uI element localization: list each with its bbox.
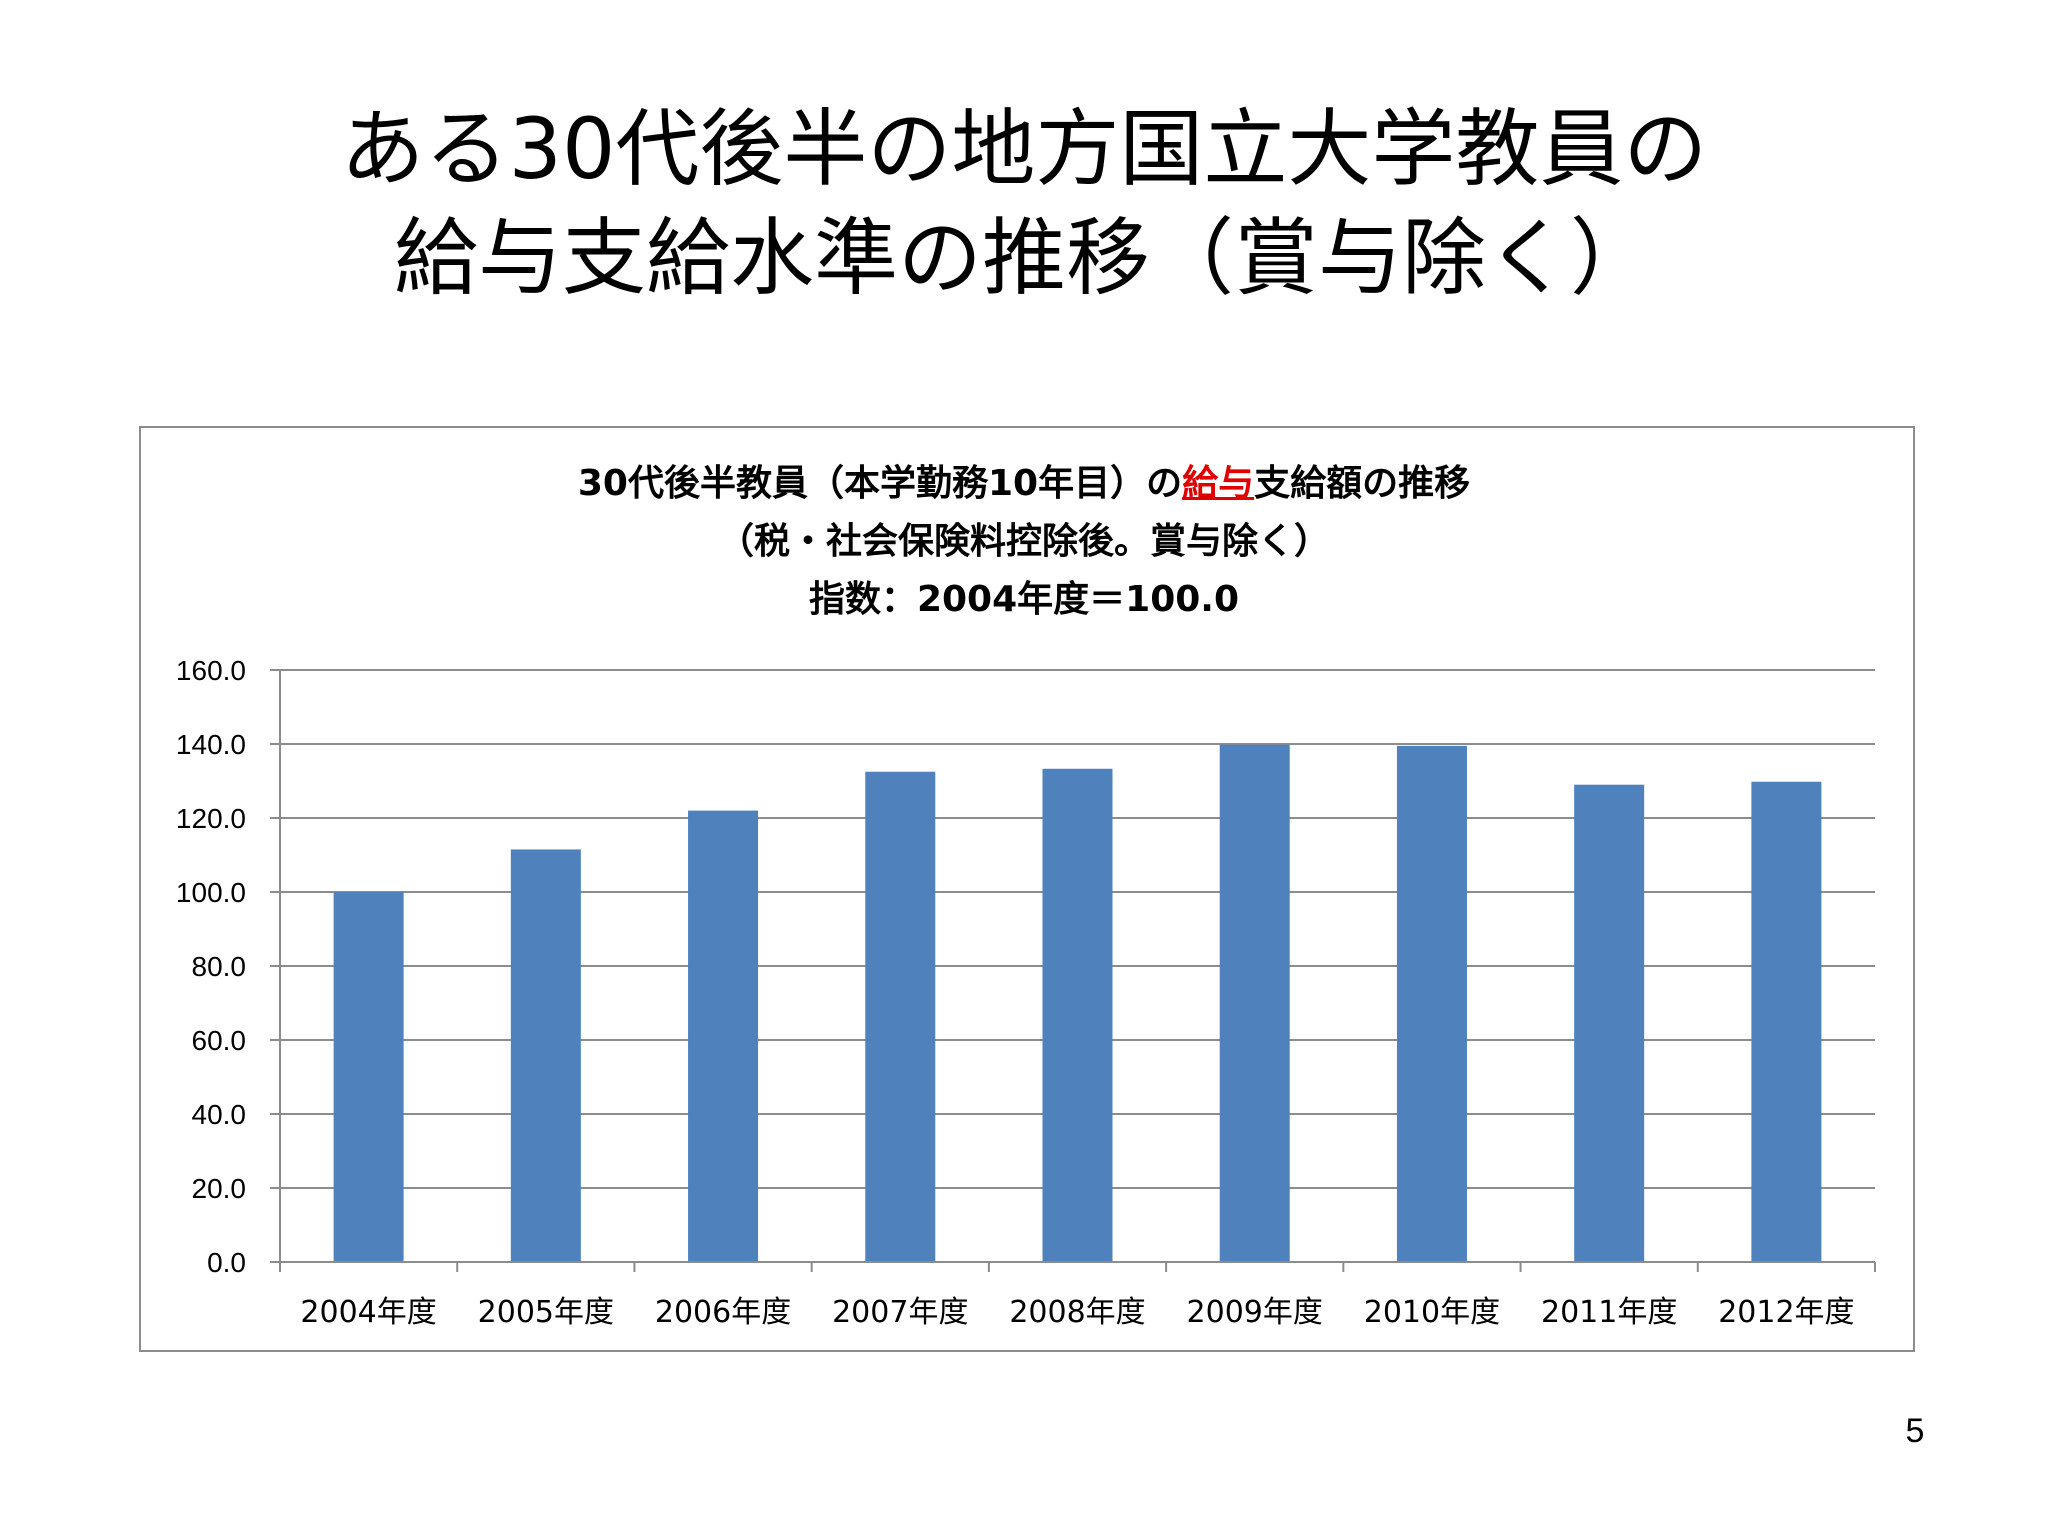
x-tick-label: 2004年度 (300, 1295, 436, 1330)
bar (510, 849, 581, 1262)
bar (1574, 784, 1645, 1262)
chart-title-line-1: 30代後半教員（本学勤務10年目）の給与支給額の推移 (0, 455, 2048, 513)
slide-title-line-1: ある30代後半の地方国立大学教員の (340, 100, 1708, 198)
axes (270, 669, 1876, 1272)
chart-title-line-3: 指数：2004年度＝100.0 (808, 579, 1240, 620)
x-tick-label: 2010年度 (1364, 1295, 1500, 1330)
chart-title-line-1-start: 30代後半教員（本学勤務10年目）の (577, 463, 1183, 504)
bar (688, 810, 759, 1262)
y-tick-label: 40.0 (192, 1099, 247, 1130)
bar (1751, 781, 1822, 1262)
tick-labels: 0.0 20.0 40.0 60.0 80.0 100.0 120.0 140.0 160.0 2… (176, 655, 1855, 1330)
y-tick-label: 0.0 (207, 1247, 246, 1278)
slide-title-line-2: 給与支給水準の推移（賞与除く） (393, 209, 1654, 308)
slide-title: ある30代後半の地方国立大学教員の 給与支給水準の推移（賞与除く） (0, 95, 2048, 313)
x-tick-label: 2007年度 (832, 1295, 968, 1330)
x-tick-label: 2009年度 (1187, 1295, 1323, 1330)
y-tick-label: 80.0 (192, 951, 247, 982)
y-tick-label: 160.0 (176, 655, 246, 686)
y-tick-label: 100.0 (176, 877, 246, 908)
bar (1396, 745, 1467, 1262)
chart-title: 30代後半教員（本学勤務10年目）の給与支給額の推移 （税・社会保険料控除後。賞… (0, 455, 2048, 629)
x-tick-label: 2005年度 (478, 1295, 614, 1330)
bar (865, 771, 936, 1262)
y-tick-label: 140.0 (176, 729, 246, 760)
chart-title-line-1-end: 支給額の推移 (1254, 463, 1471, 504)
page-number: 5 (1905, 1412, 1925, 1450)
chart-title-line-2: （税・社会保険料控除後。賞与除く） (717, 521, 1330, 562)
x-tick-label: 2011年度 (1541, 1295, 1677, 1330)
x-tick-label: 2006年度 (655, 1295, 791, 1330)
x-tick-label: 2012年度 (1718, 1295, 1854, 1330)
y-tick-label: 20.0 (192, 1173, 247, 1204)
bar (1042, 768, 1113, 1262)
bar (1219, 744, 1290, 1262)
chart-title-highlight: 給与 (1182, 463, 1255, 504)
y-tick-label: 60.0 (192, 1025, 247, 1056)
y-tick-label: 120.0 (176, 803, 246, 834)
bars (333, 744, 1822, 1262)
x-tick-label: 2008年度 (1009, 1295, 1145, 1330)
bar (333, 892, 404, 1262)
